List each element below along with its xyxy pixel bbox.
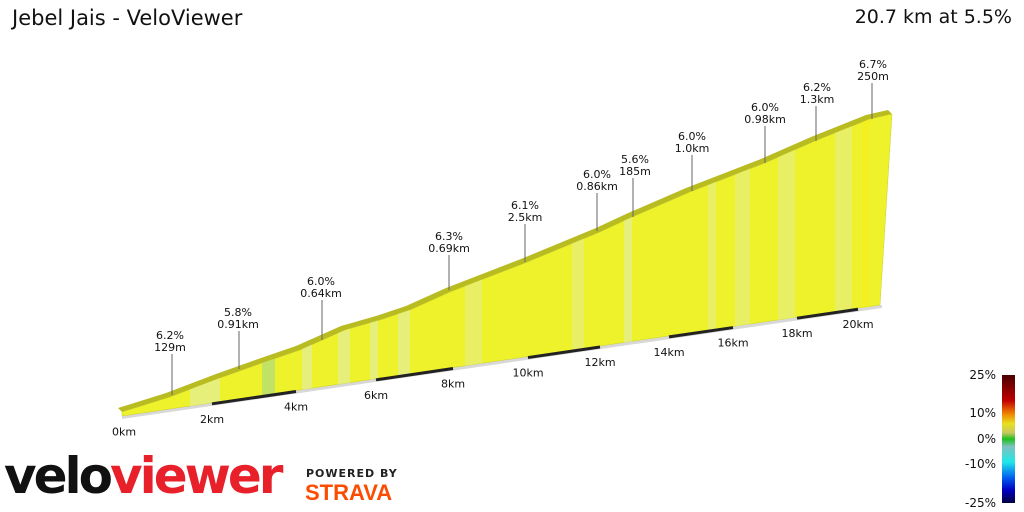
annotation-length: 129m [154,341,186,354]
legend-label: 25% [969,368,996,382]
powered-by-label: POWERED BY [306,467,398,480]
gradient-segment [398,310,410,376]
climb-annotation: 6.2%1.3km [800,81,835,141]
climb-annotation: 6.1%2.5km [508,199,543,262]
gradient-segment [624,217,632,343]
gradient-segment [262,358,275,396]
gradient-segment [302,344,312,390]
x-tick-label: 6km [364,389,388,402]
annotation-gradient: 6.1% [511,199,539,212]
annotation-gradient: 6.2% [803,81,831,94]
climb-annotation: 6.0%1.0km [675,130,710,191]
km-band [668,326,734,339]
annotation-gradient: 6.0% [307,275,335,288]
climb-annotation: 6.3%0.69km [428,230,470,290]
km-band [796,307,859,320]
gradient-segment [862,119,870,308]
climb-annotation: 5.6%185m [619,153,651,217]
climb-annotation: 6.0%0.98km [744,101,786,163]
legend-label: -10% [965,457,996,471]
annotation-length: 2.5km [508,211,543,224]
gradient-segment [465,279,482,366]
annotation-length: 250m [857,70,889,83]
x-tick-label: 10km [512,367,543,380]
gradient-segment [190,378,220,407]
climb-annotation: 5.8%0.91km [217,306,259,369]
x-tick-label: 2km [200,413,224,426]
climb-annotation: 6.0%0.86km [576,168,618,231]
gradient-legend: 25% 10% 0% -10% -25% [965,368,1015,510]
annotation-length: 0.98km [744,113,786,126]
x-tick-label: 20km [842,318,873,331]
annotation-length: 1.0km [675,142,710,155]
annotation-gradient: 6.7% [859,58,887,71]
profile-top-surface [118,110,892,412]
x-tick-label: 14km [653,346,684,359]
legend-color-bar [1002,375,1015,503]
climb-annotation: 6.0%0.64km [300,275,342,340]
gradient-segment [835,126,852,312]
annotation-length: 0.86km [576,180,618,193]
climb-annotation: 6.2%129m [154,329,186,395]
page-title: Jebel Jais - VeloViewer [12,6,243,30]
profile-area [121,113,893,417]
legend-label: 0% [977,432,996,446]
km-band [375,367,454,382]
gradient-segment [708,181,716,331]
x-tick-label: 16km [717,337,748,350]
annotation-gradient: 5.6% [621,153,649,166]
climb-summary: 20.7 km at 5.5% [854,6,1012,28]
km-band [211,390,297,406]
gradient-segment [572,238,584,351]
annotation-gradient: 6.3% [435,230,463,243]
annotation-gradient: 6.0% [678,130,706,143]
climb-annotation: 6.7%250m [857,58,889,119]
x-tick-label: 18km [781,327,812,340]
legend-label: -25% [965,496,996,510]
strava-logo: STRAVA [305,480,393,505]
x-tick-label: 0km [112,426,136,439]
annotation-length: 0.69km [428,242,470,255]
gradient-segment [778,149,795,320]
km-band [527,345,601,360]
x-tick-label: 4km [284,401,308,414]
annotation-length: 0.91km [217,318,259,331]
annotation-length: 1.3km [800,93,835,106]
veloviewer-logo: veloviewer [4,447,283,505]
gradient-segment [338,328,350,385]
x-tick-label: 12km [584,356,615,369]
annotation-length: 0.64km [300,287,342,300]
x-tick-label: 8km [441,378,465,391]
annotation-gradient: 6.0% [583,168,611,181]
annotation-gradient: 6.0% [751,101,779,114]
gradient-segment [735,168,750,327]
annotation-gradient: 5.8% [224,306,252,319]
legend-label: 10% [969,406,996,420]
annotation-length: 185m [619,165,651,178]
annotation-gradient: 6.2% [156,329,184,342]
gradient-segment [370,320,378,380]
